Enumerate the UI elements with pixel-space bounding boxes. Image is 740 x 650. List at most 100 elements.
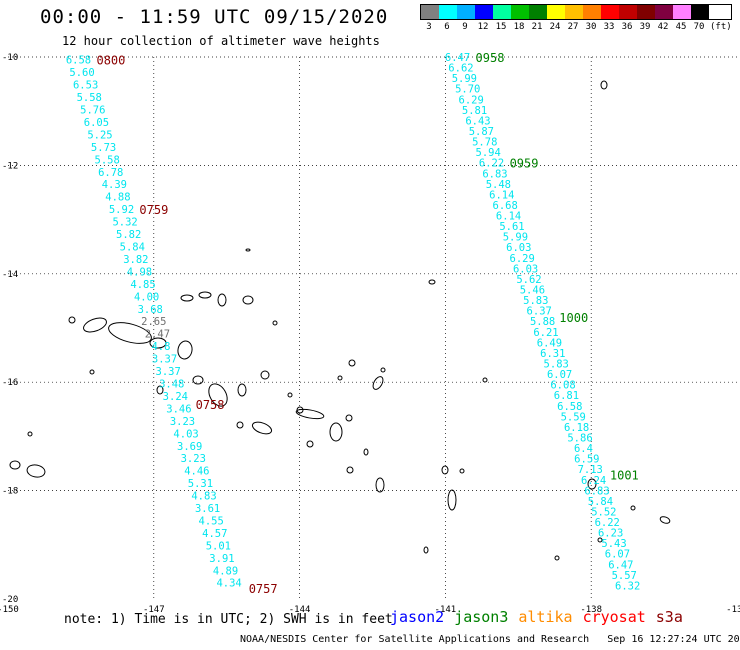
legend-label: 24 [549, 22, 561, 32]
wave-height-value: 3.68 [138, 304, 163, 316]
legend-swatch [691, 5, 709, 19]
island-outline [208, 383, 228, 407]
island-outline [236, 421, 244, 429]
wave-height-value: 6.05 [84, 117, 109, 129]
wave-height-value: 3.37 [152, 354, 177, 366]
satellite-jason2: jason2 [390, 608, 445, 626]
wave-height-value: 5.58 [95, 154, 120, 166]
island-outline [587, 478, 597, 490]
island-outline [108, 322, 152, 344]
legend-swatch [655, 5, 673, 19]
wave-height-value: 5.99 [503, 232, 528, 244]
wave-height-value: 4.88 [105, 192, 130, 204]
legend-labels: 3 6 9 12 15 18 21 24 27 30 33 36 39 42 45 70 (ft) [420, 22, 732, 32]
wave-height-value: 5.46 [520, 285, 545, 297]
island-outline [68, 316, 76, 324]
wave-height-value: 6.23 [598, 528, 623, 540]
legend-label: 18 [513, 22, 525, 32]
wave-height-value: 5.01 [206, 540, 231, 552]
wave-height-value: 4.85 [130, 279, 155, 291]
track-jason3: 6.476.625.995.706.295.816.435.875.785.94… [445, 51, 640, 592]
satellite-altika: altika [518, 608, 573, 626]
legend-label: 36 [621, 22, 633, 32]
legend-label: 21 [531, 22, 543, 32]
wave-height-value: 6.47 [608, 559, 633, 571]
wave-height-value: 5.60 [69, 67, 94, 79]
time-label: 1001 [610, 468, 639, 482]
island-outline [348, 359, 356, 367]
wave-height-value: 5.32 [112, 217, 137, 229]
wave-height-value: 3.46 [166, 403, 191, 415]
island-outline [251, 421, 273, 435]
wave-height-value: 5.81 [462, 105, 487, 117]
legend-swatch [439, 5, 457, 19]
wave-height-value: 4.00 [134, 291, 159, 303]
wave-height-value: 6.83 [482, 168, 507, 180]
x-tick-label: -147 [143, 605, 165, 615]
time-label: 0959 [510, 157, 539, 171]
wave-height-value: 6.4 [574, 443, 593, 455]
x-tick-label: -141 [435, 605, 457, 615]
wave-height-value: 5.86 [567, 432, 592, 444]
wave-height-value: 3.69 [177, 441, 202, 453]
wave-height-value: 6.03 [506, 242, 531, 254]
legend-swatch [637, 5, 655, 19]
island-outline [217, 293, 227, 307]
legend-label: 6 [444, 22, 450, 32]
y-tick-label: -18 [2, 487, 18, 497]
satellite-legend: jason2 jason3 altika cryosat s3a [390, 608, 693, 626]
x-tick-label: -150 [0, 605, 19, 615]
island-outline [26, 464, 46, 478]
y-tick-label: -12 [2, 161, 18, 171]
legend-swatch [493, 5, 511, 19]
wave-height-value: 5.83 [544, 359, 569, 371]
wave-height-value: 5.82 [116, 229, 141, 241]
time-label: 0758 [196, 398, 225, 412]
time-label: 0958 [476, 51, 505, 65]
axis-ticks: -150 -147 -144 -141 -138 -135 -10 -12 -14 -16 -18 -… [0, 53, 740, 615]
legend-label: 12 [477, 22, 489, 32]
wave-height-value: 5.31 [188, 478, 213, 490]
legend-swatch [673, 5, 691, 19]
legend-label: 39 [639, 22, 651, 32]
wave-height-value: 6.59 [574, 454, 599, 466]
wave-height-value: 5.76 [80, 105, 105, 117]
wave-height-value: 5.73 [91, 142, 116, 154]
wave-height-value: 6.07 [547, 369, 572, 381]
wave-height-value: 4.98 [127, 266, 152, 278]
island-outline [597, 537, 603, 543]
legend-swatches [420, 4, 732, 20]
wave-height-value: 6.81 [554, 390, 579, 402]
wave-height-value: 6.22 [595, 517, 620, 529]
wave-height-value: 6.22 [479, 158, 504, 170]
legend-swatch [565, 5, 583, 19]
wave-height-value: 4.46 [184, 466, 209, 478]
wave-height-value: 4.39 [102, 179, 127, 191]
altimeter-tracks: 6.585.606.535.585.766.055.255.735.586.78… [66, 51, 640, 596]
y-tick-label: -14 [2, 270, 18, 280]
wave-height-value: 5.84 [120, 242, 145, 254]
island-outline [329, 422, 343, 442]
wave-height-value: 3.82 [123, 254, 148, 266]
wave-height-value: 6.31 [540, 348, 565, 360]
wave-height-value: 5.48 [486, 179, 511, 191]
island-outline [423, 546, 429, 554]
wave-height-value: 7.13 [578, 464, 603, 476]
wave-height-value: 6.29 [459, 94, 484, 106]
island-outline [659, 516, 671, 524]
legend-unit: (ft) [710, 22, 732, 32]
wave-height-value: 6.08 [550, 380, 575, 392]
wave-height-value: 6.37 [527, 306, 552, 318]
wave-height-value: 5.59 [561, 411, 586, 423]
wave-height-value: 6.83 [584, 485, 609, 497]
wave-height-value: 4.57 [202, 528, 227, 540]
island-outline [192, 375, 204, 385]
wave-height-value: 5.25 [87, 129, 112, 141]
wave-height-value: 5.61 [499, 221, 524, 233]
island-outline [428, 279, 436, 285]
wave-height-value: 6.03 [513, 263, 538, 275]
wave-height-value: 5.70 [455, 84, 480, 96]
wave-height-value: 6.49 [537, 337, 562, 349]
y-tick-label: -20 [2, 595, 18, 605]
wave-height-value: 5.78 [472, 137, 497, 149]
